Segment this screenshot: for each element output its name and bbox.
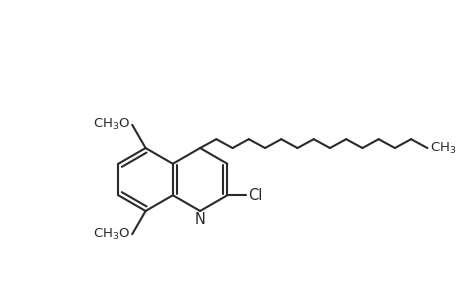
Text: CH$_3$: CH$_3$ <box>429 140 456 156</box>
Text: N: N <box>194 212 205 227</box>
Text: CH$_3$O: CH$_3$O <box>93 117 130 132</box>
Text: CH$_3$O: CH$_3$O <box>93 226 130 242</box>
Text: Cl: Cl <box>247 188 262 203</box>
